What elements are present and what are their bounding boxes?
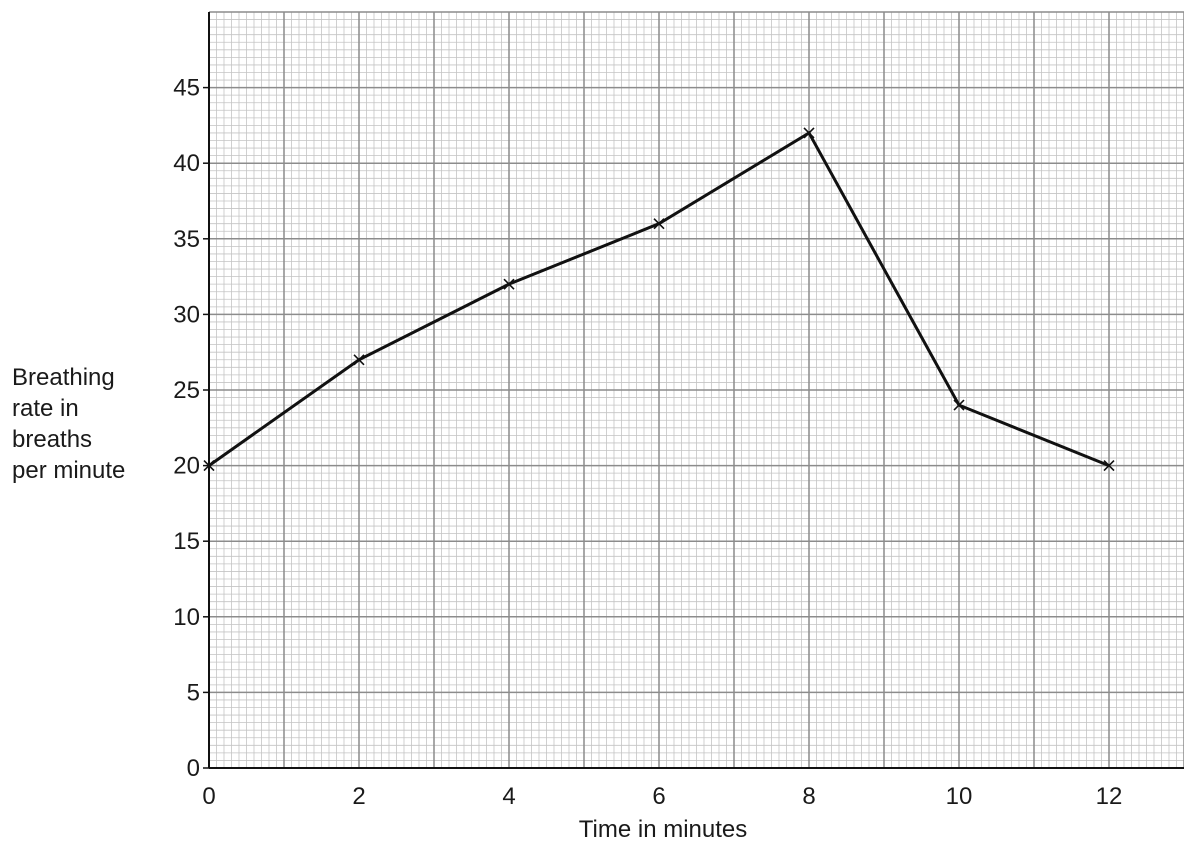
y-tick-label: 30: [173, 301, 200, 328]
data-point: [803, 127, 815, 139]
data-point-stroke: [503, 278, 515, 290]
x-tick-labels: 0 2 4 6 8 10 12: [202, 783, 1122, 810]
y-axis-title: Breathing rate in breaths per minute: [12, 362, 125, 486]
data-point-stroke: [803, 127, 815, 139]
y-tick-label: 40: [173, 150, 200, 177]
y-tick-label: 25: [173, 377, 200, 404]
data-point-stroke: [1103, 460, 1115, 472]
data-point-stroke: [653, 218, 665, 230]
y-tick-label: 20: [173, 453, 200, 480]
y-tick-label: 35: [173, 226, 200, 253]
x-axis-title: Time in minutes: [579, 816, 748, 841]
data-point-stroke: [953, 399, 965, 411]
y-axis-title-line: rate in: [12, 395, 79, 422]
x-tick-label: 6: [652, 783, 665, 810]
y-tick-label: 0: [187, 755, 200, 782]
x-tick-label: 10: [946, 783, 973, 810]
y-tick-label: 45: [173, 75, 200, 102]
x-tick-label: 0: [202, 783, 215, 810]
y-axis-title-line: breaths: [12, 426, 93, 453]
data-point: [353, 354, 365, 366]
data-markers: [203, 127, 1115, 472]
y-tick-label: 10: [173, 604, 200, 631]
data-point-stroke: [353, 354, 365, 366]
data-point: [653, 218, 665, 230]
x-tick-label: 12: [1096, 783, 1123, 810]
y-axis-title-line: Breathing: [12, 364, 115, 391]
data-point: [953, 399, 965, 411]
y-tick-labels: 0 5 10 15 20 25 30 35 40 45: [173, 75, 209, 782]
data-point: [1103, 460, 1115, 472]
x-tick-label: 4: [502, 783, 515, 810]
y-axis-title-line: per minute: [12, 457, 126, 484]
x-tick-label: 2: [352, 783, 365, 810]
y-tick-label: 5: [187, 679, 200, 706]
grid-major: [209, 11, 1184, 768]
data-point-stroke: [203, 460, 215, 472]
y-tick-label: 15: [173, 528, 200, 555]
data-point: [203, 460, 215, 472]
x-tick-label: 8: [802, 783, 815, 810]
data-point: [503, 278, 515, 290]
